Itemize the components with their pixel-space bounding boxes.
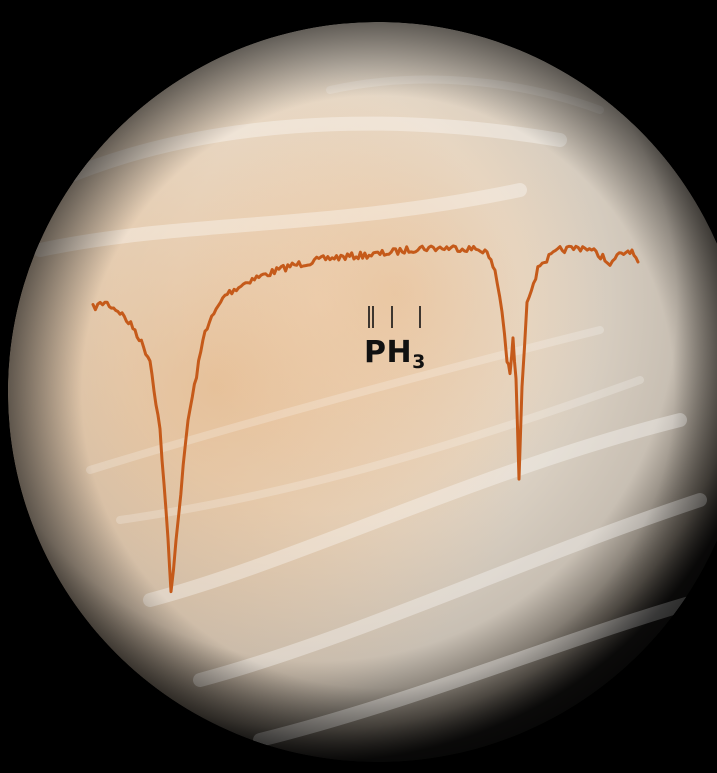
- ph3-label-subscript: 3: [412, 351, 426, 373]
- ph3-line-markers: [368, 306, 421, 328]
- ph3-label-main: PH: [364, 335, 413, 370]
- ph3-absorption-spectrum: [91, 244, 640, 594]
- ph3-molecule-label: PH3: [364, 338, 426, 372]
